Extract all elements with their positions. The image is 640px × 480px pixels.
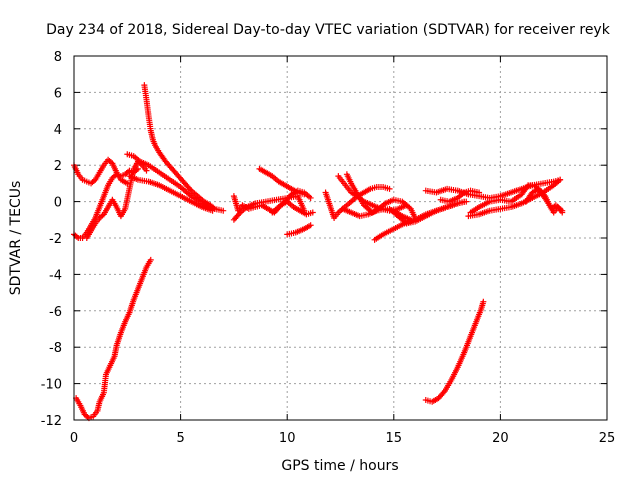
data-point [307,222,314,229]
y-tick-label: -4 [49,268,62,283]
y-tick-label: 8 [54,50,62,65]
chart-title: Day 234 of 2018, Sidereal Day-to-day VTE… [46,22,611,38]
y-tick-label: 4 [54,123,62,138]
data-point [461,198,468,205]
x-tick-label: 10 [279,431,296,446]
y-tick-label: -2 [49,232,62,247]
y-tick-label: 0 [54,196,62,211]
data-point [476,189,483,196]
series-arc-23 [73,256,154,422]
series-arc-6 [126,173,216,214]
data-point [301,207,308,214]
x-tick-label: 15 [386,431,403,446]
grid [74,56,607,420]
data-point [309,209,316,216]
data-point [143,167,150,174]
y-tick-label: -8 [49,341,62,356]
series-arc-10 [269,187,314,216]
data-point [209,207,216,214]
x-tick-label: 5 [176,431,184,446]
data-points [71,82,566,422]
data-point [557,176,564,183]
series-arc-11 [284,222,314,238]
series-arc-8 [230,193,308,223]
data-point [559,209,566,216]
x-tick-label: 20 [492,431,509,446]
series-arc-19 [437,187,483,205]
x-tick-label: 25 [599,431,616,446]
series-arc-17 [386,198,468,227]
y-axis-label: SDTVAR / TECUs [8,181,24,296]
data-point [307,194,314,201]
y-tick-label: -6 [49,305,62,320]
y-tick-label: 6 [54,86,62,101]
series-arc-24 [422,298,487,405]
data-point [386,185,393,192]
plot-frame [73,55,608,421]
data-point [220,207,227,214]
data-point [147,256,154,263]
y-tick-label: -10 [41,378,62,393]
tick-labels: 0 5 10 15 20 25 -12 -10 -8 -6 -4 -2 0 2 4 6 8 [41,50,616,446]
series-arc-4 [141,82,218,212]
x-axis-label: GPS time / hours [281,458,398,474]
x-tick-label: 0 [70,431,78,446]
series-arc-22 [522,185,566,216]
data-point [480,298,487,305]
series-arc-1 [71,156,131,187]
y-tick-label: 2 [54,159,62,174]
y-tick-label: -12 [41,414,62,429]
